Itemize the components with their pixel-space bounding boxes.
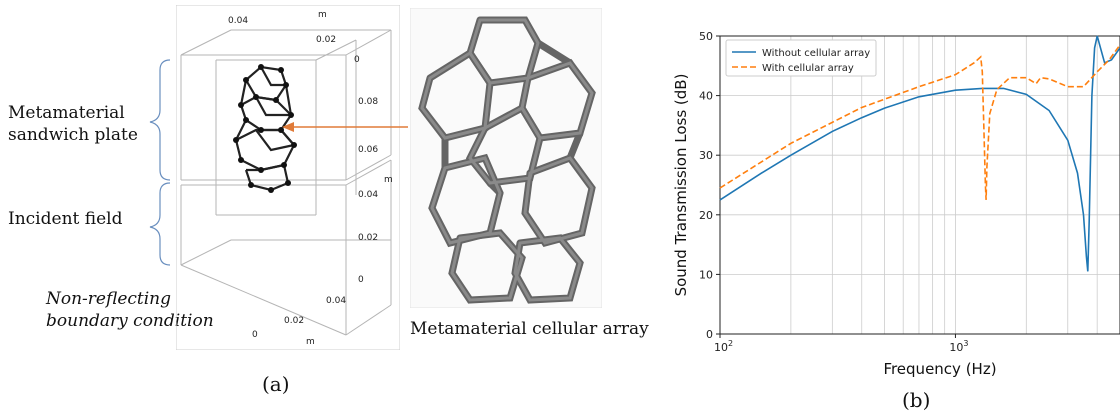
model-3d-view: 0.04 m 0.02 0 0.08 0.06 m 0.04 0.02 0 0.… bbox=[176, 5, 400, 350]
caption-a: (a) bbox=[262, 372, 290, 396]
tick-right-4: 0.02 bbox=[358, 233, 378, 243]
legend-label-1: Without cellular array bbox=[762, 48, 870, 59]
y-tick-label: 10 bbox=[699, 268, 713, 281]
tick-top-1: 0.04 bbox=[228, 16, 248, 26]
pointer-arrow bbox=[282, 122, 408, 132]
cellular-array-render bbox=[410, 8, 602, 308]
caption-b: (b) bbox=[902, 388, 931, 412]
y-ticks: 0 10 20 30 40 50 bbox=[699, 30, 720, 341]
transmission-loss-chart: 0 10 20 30 40 50 102 103 Sound Transmission Lo… bbox=[672, 30, 1120, 378]
x-tick-label: 102 bbox=[714, 339, 733, 354]
y-tick-label: 20 bbox=[699, 209, 713, 222]
tick-top-3: 0 bbox=[354, 55, 360, 65]
y-tick-label: 0 bbox=[706, 328, 713, 341]
legend-box bbox=[725, 39, 877, 77]
y-axis-label: Sound Transmission Loss (dB) bbox=[672, 74, 690, 297]
y-tick-label: 40 bbox=[699, 90, 713, 103]
tick-bottom-3: 0 bbox=[252, 330, 258, 340]
label-incident-field: Incident field bbox=[8, 209, 123, 229]
tick-right-3: 0.04 bbox=[358, 190, 378, 200]
label-sandwich-line2: sandwich plate bbox=[8, 125, 138, 145]
chart-grid bbox=[719, 35, 1120, 335]
tick-right-1: 0.08 bbox=[358, 97, 378, 107]
label-boundary-condition: Non-reflecting boundary condition bbox=[46, 288, 214, 332]
label-sandwich-plate: Metamaterial sandwich plate bbox=[8, 102, 138, 146]
series-line-1 bbox=[719, 35, 1120, 272]
tick-right-5: 0 bbox=[358, 275, 364, 285]
y-tick-label: 30 bbox=[699, 149, 713, 162]
label-sandwich-line1: Metamaterial bbox=[8, 103, 125, 123]
chart-legend: Without cellular array With cellular arra… bbox=[725, 39, 877, 77]
tick-right-unit: m bbox=[384, 175, 393, 185]
brace-sandwich bbox=[149, 59, 171, 181]
label-cellular-array: Metamaterial cellular array bbox=[410, 319, 649, 339]
lattice-nodes bbox=[233, 64, 297, 193]
plot-frame bbox=[719, 35, 1120, 335]
label-boundary-line2: boundary condition bbox=[46, 311, 214, 331]
tick-right-2: 0.06 bbox=[358, 145, 378, 155]
tick-top-2: 0.02 bbox=[316, 35, 336, 45]
braces bbox=[149, 59, 171, 266]
series-line-2 bbox=[719, 44, 1120, 200]
tick-bottom-unit: m bbox=[306, 337, 315, 347]
brace-incident bbox=[149, 182, 171, 266]
x-axis-label: Frequency (Hz) bbox=[883, 360, 996, 378]
y-tick-label: 50 bbox=[699, 30, 713, 43]
tick-bottom-1: 0.04 bbox=[326, 296, 346, 306]
x-tick-label: 103 bbox=[949, 339, 968, 354]
tick-top-unit: m bbox=[318, 10, 327, 20]
x-ticks: 102 103 bbox=[714, 334, 969, 354]
label-boundary-line1: Non-reflecting bbox=[46, 289, 172, 309]
legend-label-2: With cellular array bbox=[762, 63, 854, 74]
tick-bottom-2: 0.02 bbox=[284, 316, 304, 326]
chart-series bbox=[719, 35, 1120, 272]
